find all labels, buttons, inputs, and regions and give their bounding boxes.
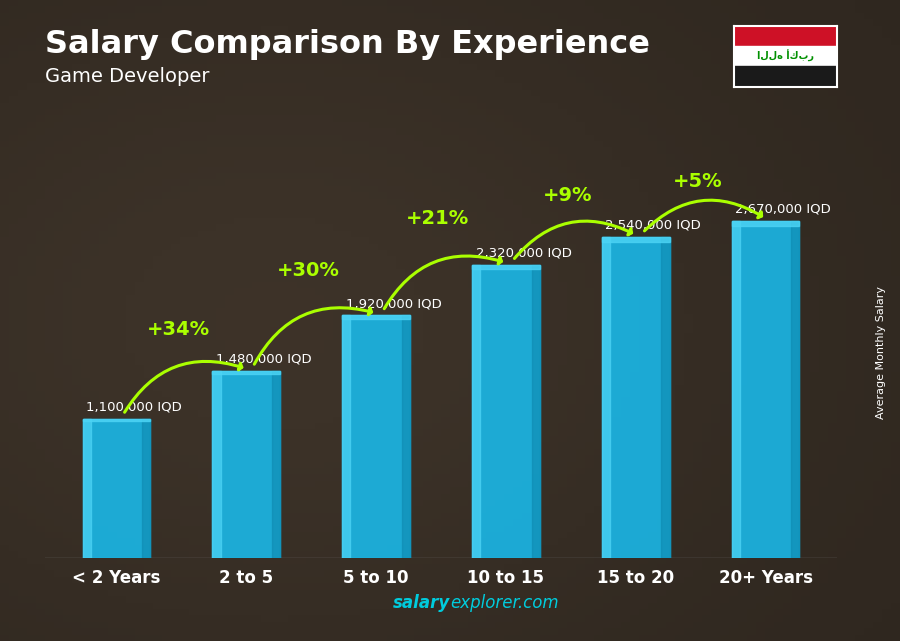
Text: 1,480,000 IQD: 1,480,000 IQD — [216, 353, 311, 366]
Bar — [732, 221, 799, 226]
Bar — [83, 419, 91, 558]
Bar — [602, 237, 670, 242]
Text: +30%: +30% — [276, 260, 339, 279]
Bar — [472, 265, 540, 269]
Text: Average Monthly Salary: Average Monthly Salary — [877, 286, 886, 419]
Text: Game Developer: Game Developer — [45, 67, 210, 87]
Bar — [602, 237, 610, 558]
Bar — [212, 370, 220, 558]
Text: +21%: +21% — [406, 209, 470, 228]
Bar — [212, 370, 280, 558]
Bar — [472, 265, 540, 558]
Bar — [142, 419, 150, 558]
Bar — [734, 46, 837, 66]
Bar — [342, 315, 410, 558]
Text: +5%: +5% — [672, 172, 723, 191]
Text: explorer.com: explorer.com — [450, 594, 559, 612]
Text: الله أكبر: الله أكبر — [757, 50, 814, 62]
Bar — [732, 221, 799, 558]
Text: salary: salary — [392, 594, 450, 612]
Text: 1,920,000 IQD: 1,920,000 IQD — [346, 297, 442, 310]
Bar — [532, 265, 540, 558]
Text: 2,540,000 IQD: 2,540,000 IQD — [606, 219, 701, 232]
Bar — [83, 419, 150, 421]
Bar — [212, 370, 280, 374]
Text: Salary Comparison By Experience: Salary Comparison By Experience — [45, 29, 650, 60]
Text: 2,670,000 IQD: 2,670,000 IQD — [735, 203, 831, 215]
Text: 1,100,000 IQD: 1,100,000 IQD — [86, 401, 182, 414]
Bar — [342, 315, 410, 319]
Bar — [401, 315, 410, 558]
Bar — [732, 221, 740, 558]
Bar — [734, 66, 837, 87]
Text: 2,320,000 IQD: 2,320,000 IQD — [475, 247, 572, 260]
Bar — [342, 315, 350, 558]
Bar — [272, 370, 280, 558]
Bar — [83, 419, 150, 558]
Bar — [472, 265, 481, 558]
Bar — [734, 26, 837, 46]
Bar — [602, 237, 670, 558]
Bar — [662, 237, 670, 558]
Bar — [791, 221, 799, 558]
Text: +34%: +34% — [147, 320, 210, 339]
Text: +9%: +9% — [543, 186, 592, 205]
